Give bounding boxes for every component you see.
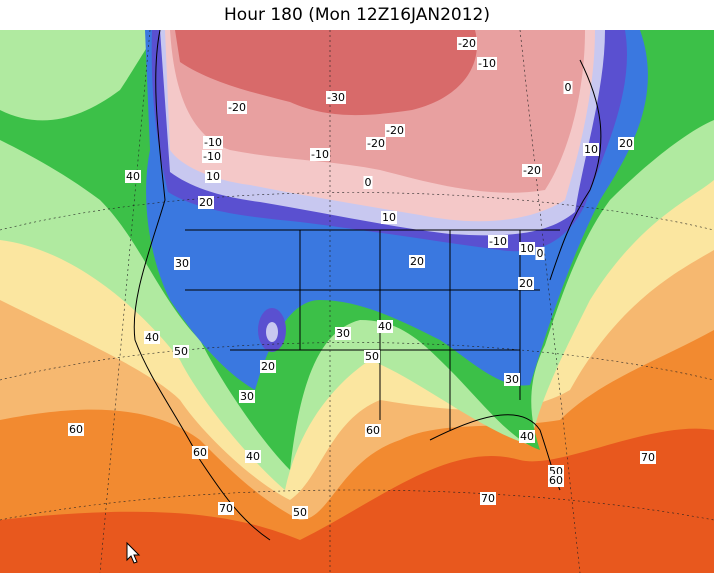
contour-label: -20 [523,164,541,177]
label-background [366,137,386,150]
contour-label: -20 [386,124,404,137]
label-background [381,211,397,224]
contour-label: 70 [641,451,655,464]
label-background [68,423,84,436]
label-background [144,331,160,344]
contour-label: 40 [126,170,140,183]
contour-label: 70 [481,492,495,505]
label-background [488,235,508,248]
label-background [174,257,190,270]
contour-label: 40 [520,430,534,443]
label-background [548,474,564,487]
contour-label: 30 [175,257,189,270]
contour-label: 60 [69,423,83,436]
contour-label: 10 [382,211,396,224]
label-background [363,176,373,189]
contour-label: -30 [327,91,345,104]
contour-label: 30 [240,390,254,403]
contour-label: 40 [145,331,159,344]
label-background [364,350,380,363]
label-background [409,255,425,268]
label-background [198,196,214,209]
contour-label: 40 [246,450,260,463]
contour-label: -20 [367,137,385,150]
cold-pocket [266,322,278,342]
mouse-cursor [126,541,141,564]
contour-label: 30 [505,373,519,386]
contour-label: -20 [228,101,246,114]
label-background [125,170,141,183]
contour-label: 0 [565,81,572,94]
contour-label: -10 [203,150,221,163]
label-background [640,451,656,464]
label-background [202,150,222,163]
map-title: Hour 180 (Mon 12Z16JAN2012) [224,5,490,25]
label-background [519,242,535,255]
label-background [218,502,234,515]
label-background [192,446,208,459]
label-background [203,136,223,149]
contour-label: 70 [219,502,233,515]
band [175,30,477,116]
graticule [0,30,714,573]
contour-label: 20 [410,255,424,268]
temperature-field [0,30,714,573]
label-background [518,277,534,290]
contour-label: -10 [311,148,329,161]
contour-label: 20 [619,137,633,150]
contour-label: 10 [520,242,534,255]
contour-label: 10 [584,143,598,156]
label-background [385,124,405,137]
contour-label: 40 [378,320,392,333]
contour-label: -20 [458,37,476,50]
contour-label: 60 [366,424,380,437]
label-background [480,492,496,505]
contour-label: 0 [365,176,372,189]
label-background [377,320,393,333]
contour-label: -10 [489,235,507,248]
label-background [292,506,308,519]
label-background [522,164,542,177]
label-background [535,247,545,260]
contour-label: 60 [193,446,207,459]
label-background [583,143,599,156]
contour-label: 20 [199,196,213,209]
contour-label: 0 [537,247,544,260]
label-background [477,57,497,70]
label-background [310,148,330,161]
label-background [457,37,477,50]
contour-label: 50 [293,506,307,519]
label-background [245,450,261,463]
contour-label: -10 [204,136,222,149]
contour-label: 50 [174,345,188,358]
label-background [205,170,221,183]
contour-label: 30 [336,327,350,340]
label-background [504,373,520,386]
label-background [173,345,189,358]
label-background [260,360,276,373]
contour-label: 50 [365,350,379,363]
label-background [563,81,573,94]
label-background [618,137,634,150]
label-background [335,327,351,340]
label-background [519,430,535,443]
contour-label: 20 [261,360,275,373]
label-background [365,424,381,437]
label-background [227,101,247,114]
label-background [326,91,346,104]
contour-label: -10 [478,57,496,70]
contour-label: 10 [206,170,220,183]
contour-label: 60 [549,474,563,487]
contour-label: 20 [519,277,533,290]
label-background [239,390,255,403]
